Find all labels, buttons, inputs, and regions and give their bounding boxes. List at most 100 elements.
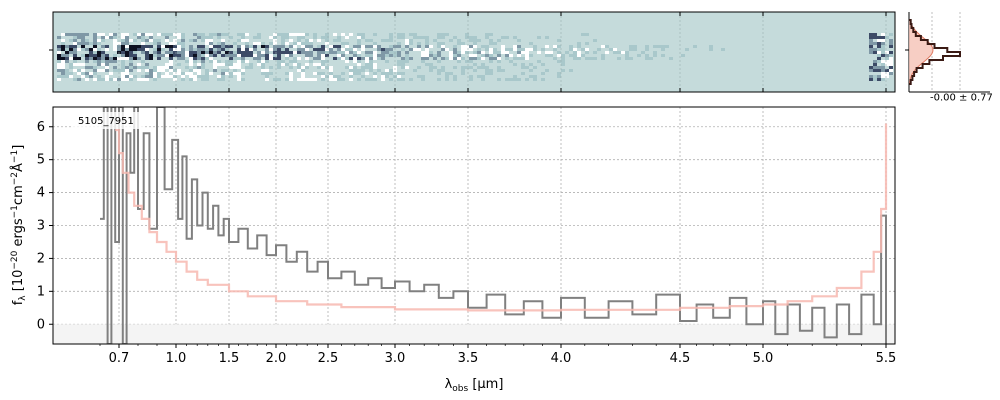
- heatmap-cell: [325, 54, 329, 57]
- heatmap-cell: [325, 39, 329, 42]
- heatmap-cell: [249, 51, 253, 54]
- heatmap-cell: [93, 42, 97, 45]
- y-tick-label: 3: [37, 219, 45, 234]
- heatmap-cell: [481, 63, 485, 66]
- heatmap-cell: [429, 69, 433, 72]
- heatmap-cell: [469, 45, 473, 48]
- heatmap-cell: [441, 57, 445, 60]
- heatmap-cell: [121, 45, 125, 48]
- heatmap-cell: [177, 36, 181, 39]
- heatmap-cell: [601, 54, 605, 57]
- heatmap-cell: [881, 51, 885, 54]
- heatmap-cell: [209, 54, 213, 57]
- heatmap-cell: [77, 48, 81, 51]
- heatmap-cell: [305, 57, 309, 60]
- heatmap-cell: [93, 60, 97, 63]
- heatmap-cell: [465, 33, 469, 36]
- heatmap-cell: [133, 39, 137, 42]
- heatmap-cell: [277, 51, 281, 54]
- heatmap-cell: [193, 51, 197, 54]
- heatmap-cell: [553, 57, 557, 60]
- heatmap-cell: [397, 72, 401, 75]
- heatmap-cell: [345, 57, 349, 60]
- heatmap-cell: [317, 45, 321, 48]
- heatmap-cell: [225, 63, 229, 66]
- heatmap-cell: [97, 78, 101, 81]
- heatmap-cell: [433, 57, 437, 60]
- heatmap-cell: [385, 72, 389, 75]
- heatmap-cell: [173, 72, 177, 75]
- heatmap-cell: [57, 63, 61, 66]
- heatmap-cell: [421, 57, 425, 60]
- heatmap-cell: [173, 45, 177, 48]
- heatmap-cell: [93, 57, 97, 60]
- heatmap-cell: [533, 66, 537, 69]
- heatmap-cell: [297, 39, 301, 42]
- heatmap-cell: [345, 36, 349, 39]
- heatmap-cell: [285, 51, 289, 54]
- heatmap-cell: [137, 69, 141, 72]
- heatmap-cell: [85, 48, 89, 51]
- heatmap-cell: [57, 78, 61, 81]
- heatmap-cell: [57, 69, 61, 72]
- heatmap-cell: [73, 54, 77, 57]
- heatmap-cell: [389, 78, 393, 81]
- heatmap-cell: [333, 33, 337, 36]
- heatmap-cell: [265, 60, 269, 63]
- heatmap-cell: [477, 75, 481, 78]
- heatmap-cell: [485, 48, 489, 51]
- heatmap-cell: [465, 45, 469, 48]
- heatmap-cell: [289, 66, 293, 69]
- heatmap-cell: [473, 45, 477, 48]
- heatmap-cell: [325, 42, 329, 45]
- heatmap-cell: [313, 63, 317, 66]
- heatmap-cell: [257, 42, 261, 45]
- heatmap-cell: [365, 63, 369, 66]
- heatmap-cell: [473, 39, 477, 42]
- heatmap-cell: [145, 69, 149, 72]
- heatmap-cell: [141, 60, 145, 63]
- heatmap-cell: [525, 51, 529, 54]
- heatmap-cell: [289, 60, 293, 63]
- heatmap-cell: [869, 69, 873, 72]
- heatmap-cell: [345, 60, 349, 63]
- heatmap-cell: [501, 36, 505, 39]
- heatmap-cell: [397, 45, 401, 48]
- heatmap-cell: [345, 48, 349, 51]
- heatmap-cell: [425, 54, 429, 57]
- heatmap-cell: [409, 42, 413, 45]
- heatmap-cell: [289, 39, 293, 42]
- heatmap-cell: [221, 54, 225, 57]
- heatmap-cell: [137, 45, 141, 48]
- heatmap-cell: [329, 51, 333, 54]
- heatmap-cell: [389, 69, 393, 72]
- heatmap-cell: [105, 78, 109, 81]
- heatmap-cell: [89, 48, 93, 51]
- heatmap-cell: [105, 48, 109, 51]
- heatmap-cell: [437, 60, 441, 63]
- heatmap-cell: [305, 54, 309, 57]
- heatmap-cell: [385, 69, 389, 72]
- heatmap-cell: [121, 36, 125, 39]
- heatmap-cell: [305, 48, 309, 51]
- heatmap-cell: [317, 54, 321, 57]
- heatmap-cell: [577, 57, 581, 60]
- heatmap-cell: [397, 33, 401, 36]
- heatmap-cell: [317, 39, 321, 42]
- heatmap-cell: [325, 48, 329, 51]
- heatmap-cell: [277, 63, 281, 66]
- heatmap-cell: [389, 72, 393, 75]
- heatmap-cell: [277, 45, 281, 48]
- heatmap-cell: [217, 33, 221, 36]
- heatmap-cell: [349, 72, 353, 75]
- heatmap-cell: [489, 60, 493, 63]
- heatmap-cell: [73, 57, 77, 60]
- heatmap-cell: [461, 72, 465, 75]
- heatmap-cell: [541, 78, 545, 81]
- heatmap-cell: [209, 42, 213, 45]
- heatmap-cell: [637, 54, 641, 57]
- heatmap-cell: [73, 48, 77, 51]
- heatmap-cell: [317, 57, 321, 60]
- heatmap-cell: [65, 57, 69, 60]
- heatmap-cell: [449, 54, 453, 57]
